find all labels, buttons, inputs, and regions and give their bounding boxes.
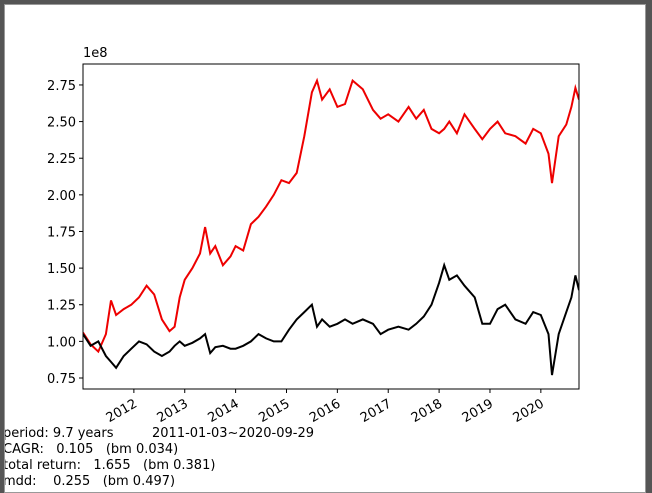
y-tick-label: 2.75: [47, 79, 76, 94]
x-tick-label: 2020: [511, 396, 547, 426]
y-tick-label: 1.75: [47, 225, 76, 240]
plot-frame: [82, 63, 580, 390]
x-tick-label: 2012: [104, 396, 140, 426]
x-tick-label: 2018: [409, 396, 445, 426]
x-tick-label: 2015: [256, 396, 292, 426]
y-tick-label: 1.25: [47, 299, 76, 314]
y-tick-label: 2.25: [47, 152, 76, 167]
y-tick-label: 1.50: [47, 262, 76, 277]
stats-text: CAGR: 0.105 (bm 0.034): [4, 442, 178, 457]
x-tick-label: 2016: [307, 396, 343, 426]
stats-text: total return: 1.655 (bm 0.381): [4, 458, 215, 473]
x-tick-label: 2017: [358, 396, 394, 426]
stats-text: mdd: 0.255 (bm 0.497): [4, 474, 175, 489]
y-tick-label: 1.00: [47, 335, 76, 350]
y-tick-label: 2.50: [47, 116, 76, 131]
series-line: [83, 261, 579, 376]
offset-label: 1e8: [83, 46, 108, 61]
stats-text: 2011-01-03~2020-09-29: [152, 426, 314, 441]
y-tick-label: 0.75: [47, 372, 76, 387]
x-tick-label: 2013: [155, 396, 191, 426]
stats-text: period: 9.7 years: [4, 426, 114, 441]
x-tick-label: 2019: [460, 396, 496, 426]
series-line: [83, 77, 579, 354]
window: 1e8 0.75 1.00 1.25 1.50 1.75 2.00 2.25 2.50 2.75…: [4, 4, 646, 493]
chart: 1e8 0.75 1.00 1.25 1.50 1.75 2.00 2.25 2.50 2.75…: [4, 46, 580, 489]
y-tick-label: 2.00: [47, 189, 76, 204]
x-tick-label: 2014: [205, 396, 241, 426]
